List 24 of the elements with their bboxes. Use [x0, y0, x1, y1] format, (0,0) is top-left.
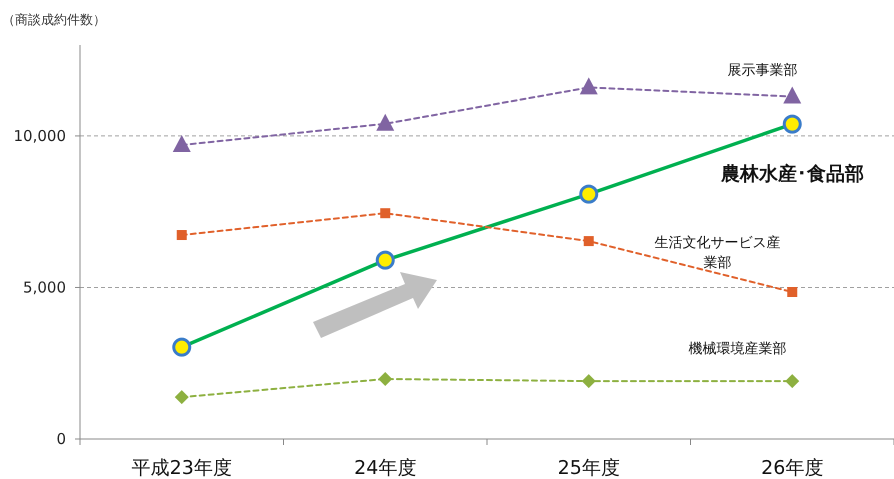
y-tick-label: 10,000	[14, 126, 66, 145]
point	[378, 372, 392, 386]
point	[376, 114, 394, 131]
point	[582, 374, 596, 388]
series-label: 農林水産･食品部	[720, 163, 864, 186]
series-label: 展示事業部	[727, 62, 798, 79]
point	[783, 86, 802, 104]
x-tick-label: 平成23年度	[132, 457, 232, 479]
x-tick-label: 24年度	[354, 457, 416, 479]
series-label: 生活文化サービス産業部	[654, 235, 780, 272]
point	[174, 390, 189, 404]
point	[380, 208, 390, 218]
x-tick-label: 26年度	[761, 457, 824, 479]
point	[584, 236, 594, 246]
point	[172, 135, 191, 152]
point	[580, 77, 598, 94]
point	[785, 374, 800, 388]
y-tick-label: 5,000	[23, 278, 66, 296]
y-axis-title: （商談成約件数）	[2, 13, 106, 28]
point	[787, 287, 798, 298]
series-label: 機械環境産業部	[688, 341, 786, 358]
y-tick-label: 0	[56, 430, 66, 448]
x-tick-label: 25年度	[558, 457, 620, 479]
point	[176, 230, 187, 240]
